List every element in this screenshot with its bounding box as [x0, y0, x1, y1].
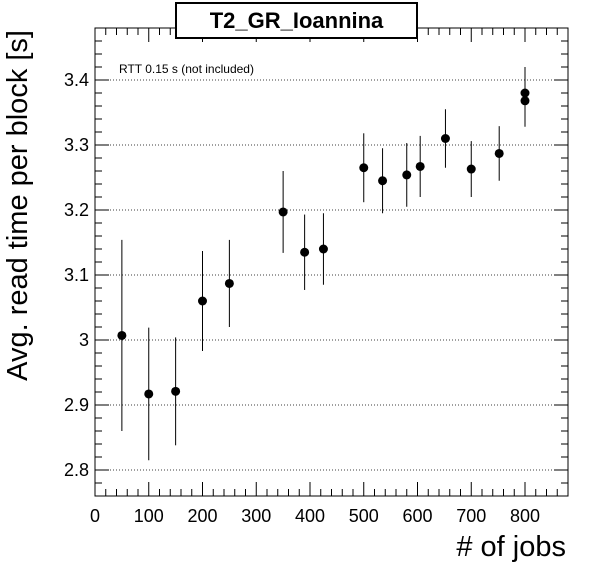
x-tick-label: 400	[295, 506, 325, 526]
data-point	[415, 161, 425, 171]
data-point	[402, 170, 412, 180]
y-tick-label: 3.3	[64, 135, 89, 155]
data-point	[300, 247, 310, 257]
plot-frame	[94, 27, 569, 497]
y-tick-label: 3	[79, 330, 89, 350]
chart-title: T2_GR_Ioannina	[210, 8, 384, 33]
data-point	[520, 88, 530, 98]
x-tick-label: 700	[456, 506, 486, 526]
data-point	[117, 330, 127, 340]
data-point	[224, 278, 234, 288]
data-point	[440, 134, 450, 143]
x-tick-label: 600	[402, 506, 432, 526]
tick-labels: 2.8 2.9 3 3.1 3.2 3.3 3.4 0 100 200 300 400 500 600 70…	[64, 70, 540, 526]
data-point	[494, 148, 504, 158]
y-tick-label: 3.2	[64, 200, 89, 220]
data-point	[278, 207, 288, 217]
grid-lines	[95, 79, 568, 471]
data-point	[198, 296, 207, 306]
data-point	[171, 386, 181, 396]
x-tick-label: 0	[90, 506, 100, 526]
y-tick-label: 2.9	[64, 395, 89, 415]
data-point	[378, 176, 388, 186]
x-axis-title: # of jobs	[456, 531, 566, 563]
data-point	[359, 163, 369, 173]
data-point	[466, 164, 476, 174]
y-tick-label: 3.1	[64, 265, 89, 285]
data-point	[318, 244, 328, 254]
data-point	[144, 389, 154, 399]
x-tick-label: 800	[510, 506, 540, 526]
title-box	[175, 2, 418, 39]
x-tick-label: 500	[349, 506, 379, 526]
x-tick-label: 100	[134, 506, 164, 526]
rtt-annotation: RTT 0.15 s (not included)	[119, 62, 254, 76]
x-tick-label: 200	[187, 506, 217, 526]
y-tick-label: 2.8	[64, 460, 89, 480]
axis-ticks	[94, 27, 569, 497]
data-points	[117, 67, 530, 461]
x-tick-label: 300	[241, 506, 271, 526]
y-tick-label: 3.4	[64, 70, 89, 90]
y-axis-title: Avg. read time per block [s]	[2, 30, 34, 381]
